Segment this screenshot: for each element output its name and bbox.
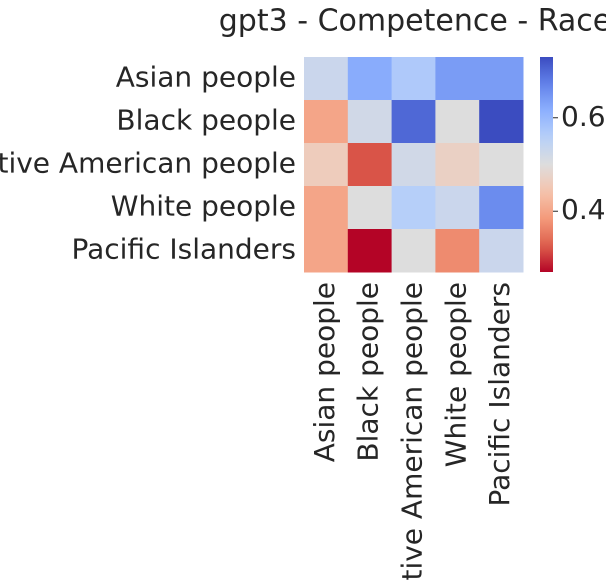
heatmap-cell [435,143,480,187]
heatmap-cell [347,186,393,230]
heatmap-cell [479,143,524,187]
heatmap-cell [304,229,349,273]
heatmap-cell [435,229,480,273]
column-label: Native American people [396,282,429,581]
row-label: Native American people [0,147,296,180]
row-label: Black people [116,104,296,137]
heatmap-cell [479,100,524,144]
heatmap-cell [347,143,393,187]
column-label: Pacific Islanders [483,282,516,507]
heatmap-cell [391,57,436,101]
heatmap-cell [304,100,349,144]
heatmap-cell [479,186,524,230]
heatmap-cell [304,57,349,101]
column-label: Black people [352,282,385,462]
row-label: White people [111,190,296,223]
heatmap-cell [304,143,349,187]
colorbar-tick-label: 0.4 [561,193,606,226]
heatmap-cell [391,186,436,230]
heatmap-cell [435,100,480,144]
column-label: White people [439,282,472,467]
heatmap-cell [347,229,393,273]
heatmap-cell [435,57,480,101]
heatmap-cell [347,57,393,101]
heatmap-cell [304,186,349,230]
heatmap-cell [347,100,393,144]
heatmap-cell [479,57,524,101]
row-label: Pacific Islanders [71,233,296,266]
heatmap-cell [391,100,436,144]
heatmap-cell [391,229,436,273]
row-label: Asian people [116,61,296,94]
heatmap-cell [435,186,480,230]
chart-title: gpt3 - Competence - Race [219,4,606,39]
heatmap-cell [391,143,436,187]
colorbar [540,57,553,272]
colorbar-tick-label: 0.6 [561,100,606,133]
column-label: Asian people [308,282,341,462]
heatmap-cell [479,229,524,273]
